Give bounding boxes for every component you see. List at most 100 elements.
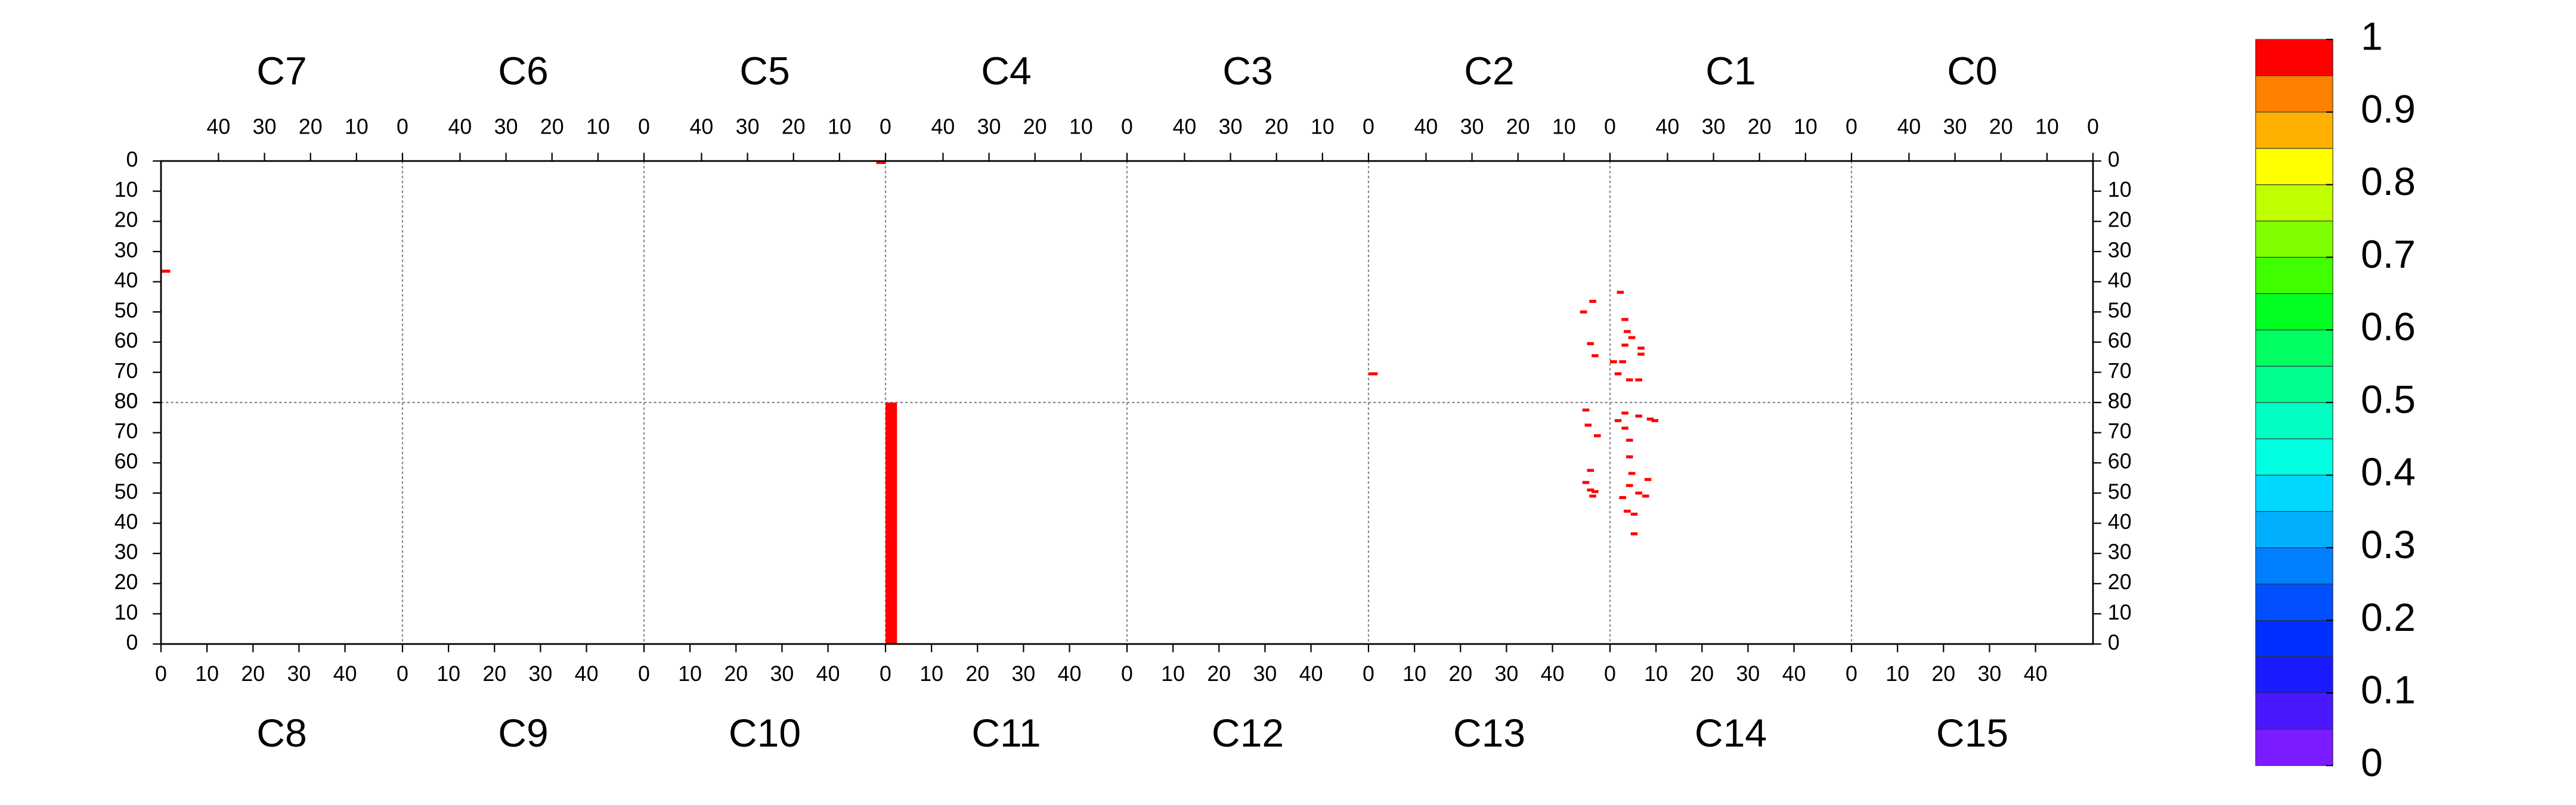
hit-cell — [1594, 434, 1601, 438]
y-tick-label: 50 — [2108, 479, 2132, 503]
hit-cell — [1582, 408, 1590, 412]
y-tick-label: 40 — [114, 268, 138, 292]
hit-cell — [1610, 360, 1617, 364]
hit-cell — [1637, 352, 1645, 356]
colorbar-band — [2255, 511, 2333, 549]
x-tick-label: 40 — [1656, 114, 1680, 138]
hit-cell — [1368, 372, 1378, 376]
x-tick-label: 40 — [2024, 662, 2048, 686]
hit-cell — [1628, 336, 1636, 339]
hit-cell — [1635, 491, 1642, 495]
x-tick-label: 30 — [977, 114, 1001, 138]
colorbar-band — [2255, 620, 2333, 657]
panel-label: C5 — [739, 49, 790, 93]
y-tick-label: 40 — [114, 510, 138, 534]
hit-cell — [1582, 481, 1590, 484]
hit-cell — [1626, 484, 1633, 487]
panel-label: C14 — [1695, 711, 1767, 756]
x-tick-label: 20 — [1931, 662, 1955, 686]
x-tick-label: 10 — [1069, 114, 1093, 138]
x-tick-label: 10 — [1402, 662, 1426, 686]
x-tick-label: 30 — [529, 662, 553, 686]
x-tick-label: 30 — [1702, 114, 1726, 138]
y-tick-label: 60 — [2108, 329, 2132, 352]
panel-label: C11 — [971, 711, 1041, 756]
y-tick-label: 0 — [126, 147, 138, 171]
y-tick-label: 70 — [2108, 359, 2132, 383]
x-tick-label: 10 — [678, 662, 702, 686]
x-tick-label: 10 — [2035, 114, 2059, 138]
x-tick-label: 10 — [1885, 662, 1909, 686]
x-tick-label: 40 — [1897, 114, 1921, 138]
hit-cell — [1589, 299, 1596, 303]
colorbar-band — [2255, 475, 2333, 512]
x-tick-label: 0 — [1604, 114, 1616, 138]
x-tick-label: 30 — [1012, 662, 1036, 686]
x-tick-label: 40 — [1299, 662, 1323, 686]
x-tick-label: 30 — [494, 114, 518, 138]
colorbar-band — [2255, 293, 2333, 330]
panel-label: C15 — [1936, 711, 2008, 756]
colorbar-band — [2255, 366, 2333, 403]
hit-cell — [1630, 532, 1638, 535]
y-tick-label: 40 — [2108, 268, 2132, 292]
x-tick-label: 20 — [1265, 114, 1289, 138]
y-tick-label: 80 — [2108, 389, 2132, 413]
colorbar-tick-label: 0.2 — [2361, 596, 2416, 640]
x-tick-label: 30 — [1253, 662, 1277, 686]
colorbar-tick-label: 0.9 — [2361, 87, 2416, 131]
panel-label: C7 — [256, 49, 307, 93]
panel-label: C10 — [729, 711, 801, 756]
panel-label: C6 — [498, 49, 549, 93]
colorbar-band — [2255, 583, 2333, 621]
x-tick-label: 40 — [1782, 662, 1806, 686]
y-tick-label: 20 — [114, 570, 138, 594]
x-tick-label: 20 — [782, 114, 806, 138]
hit-cell — [1626, 438, 1633, 442]
hit-cell — [1621, 343, 1628, 347]
hit-cell — [1621, 411, 1628, 415]
x-tick-label: 30 — [287, 662, 311, 686]
y-tick-label: 60 — [114, 450, 138, 473]
x-tick-label: 10 — [195, 662, 219, 686]
hit-cell — [161, 270, 171, 273]
hit-cell — [1617, 290, 1624, 294]
y-tick-label: 0 — [2108, 630, 2120, 654]
y-tick-label: 20 — [2108, 208, 2132, 232]
hit-cell — [1584, 423, 1592, 427]
hit-cell — [1635, 378, 1642, 382]
colorbar-tick-label: 0.4 — [2361, 450, 2416, 494]
hit-cell — [1642, 494, 1649, 498]
x-tick-label: 20 — [1690, 662, 1714, 686]
y-tick-label: 30 — [114, 540, 138, 564]
x-tick-label: 0 — [638, 662, 650, 686]
x-tick-label: 0 — [880, 662, 891, 686]
y-tick-label: 10 — [114, 600, 138, 624]
hit-cell — [1651, 419, 1658, 422]
x-tick-label: 20 — [241, 662, 265, 686]
hit-cell — [1624, 509, 1631, 513]
colorbar-band — [2255, 547, 2333, 584]
colorbar-band — [2255, 221, 2333, 258]
x-tick-label: 40 — [1058, 662, 1082, 686]
x-tick-label: 0 — [880, 114, 891, 138]
x-tick-label: 40 — [816, 662, 840, 686]
hit-cell — [1580, 310, 1587, 314]
x-tick-label: 10 — [345, 114, 369, 138]
hit-cell — [1614, 419, 1622, 422]
x-tick-label: 20 — [1207, 662, 1231, 686]
y-tick-label: 10 — [114, 178, 138, 202]
x-tick-label: 40 — [207, 114, 231, 138]
colorbar-tick-label: 0.5 — [2361, 377, 2416, 422]
x-tick-label: 10 — [1552, 114, 1576, 138]
colorbar-tick-label: 0 — [2361, 741, 2383, 785]
x-tick-label: 20 — [1748, 114, 1772, 138]
y-tick-label: 80 — [114, 389, 138, 413]
hit-cell — [1592, 490, 1599, 493]
x-tick-label: 0 — [1363, 114, 1374, 138]
hit-cell — [1644, 478, 1652, 481]
x-tick-label: 10 — [436, 662, 460, 686]
x-tick-label: 10 — [1311, 114, 1335, 138]
y-tick-label: 70 — [114, 419, 138, 443]
